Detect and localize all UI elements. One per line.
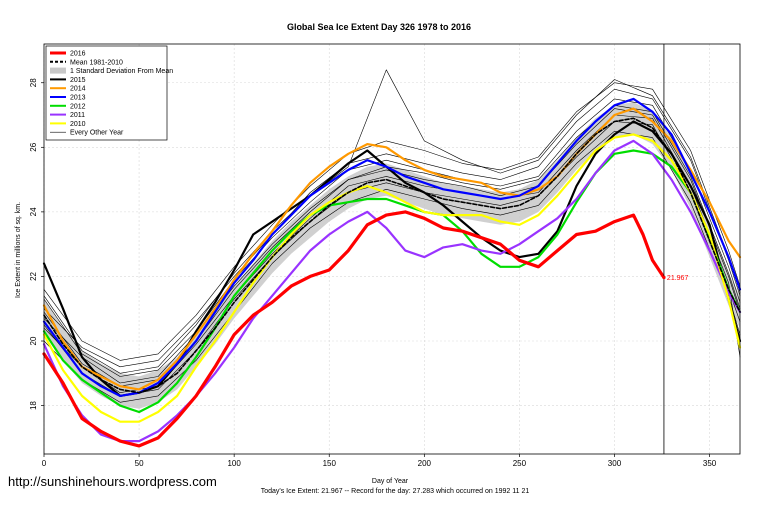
series-lines bbox=[42, 69, 742, 448]
current-value-label: 21.967 bbox=[667, 275, 689, 282]
grid-lines bbox=[43, 44, 740, 454]
legend-item: 2013 bbox=[50, 95, 86, 102]
legend-label: 2014 bbox=[70, 86, 86, 93]
y-tick-label: 18 bbox=[29, 401, 38, 410]
x-tick-label: 150 bbox=[323, 459, 337, 468]
plot-border bbox=[43, 43, 741, 455]
legend-item: Every Other Year bbox=[50, 130, 124, 137]
legend-label: 2016 bbox=[70, 51, 86, 58]
legend-label: 1 Standard Deviation From Mean bbox=[70, 68, 173, 75]
y-tick-label: 28 bbox=[29, 78, 38, 87]
legend-label: 2013 bbox=[70, 95, 86, 102]
y-tick-label: 20 bbox=[29, 336, 38, 345]
legend-item: 2016 bbox=[50, 51, 86, 58]
series-line-every-other-year-a bbox=[43, 98, 741, 377]
x-tick-label: 0 bbox=[42, 459, 47, 468]
legend-swatch bbox=[50, 67, 66, 74]
x-axis-label: Day of Year bbox=[372, 478, 409, 485]
legend-item: 2015 bbox=[50, 77, 86, 84]
x-tick-label: 300 bbox=[608, 459, 622, 468]
legend-item: 2010 bbox=[50, 121, 86, 128]
series-line-2015 bbox=[42, 120, 742, 397]
y-tick-label: 22 bbox=[29, 271, 38, 280]
legend-label: 2015 bbox=[70, 77, 86, 84]
current-value-marker bbox=[662, 275, 666, 280]
axis-ticks: 0 50 100 150 200 250 300 350 18 20 22 24 26 28 bbox=[29, 78, 717, 468]
legend-label: Mean 1981-2010 bbox=[70, 59, 123, 66]
series-line-every-other-year-g bbox=[43, 105, 741, 384]
plot-area: 0 50 100 150 200 250 300 350 18 20 22 24 26 28 21.967 bbox=[29, 43, 742, 468]
series-line-2014 bbox=[42, 107, 742, 391]
x-tick-label: 200 bbox=[418, 459, 432, 468]
watermark-url: http://sunshinehours.wordpress.com bbox=[8, 474, 217, 489]
legend-label: 2011 bbox=[70, 112, 85, 119]
legend-label: Every Other Year bbox=[70, 130, 124, 137]
legend-item: 2011 bbox=[50, 112, 85, 119]
x-tick-label: 250 bbox=[513, 459, 527, 468]
series-line-every-other-year-e bbox=[43, 130, 741, 403]
legend-item: 2012 bbox=[50, 103, 86, 110]
x-tick-label: 350 bbox=[703, 459, 717, 468]
series-line-2010 bbox=[42, 133, 742, 423]
series-line-every-other-year-d bbox=[43, 88, 741, 368]
legend-label: 2012 bbox=[70, 103, 86, 110]
x-tick-label: 50 bbox=[135, 459, 144, 468]
y-tick-label: 26 bbox=[29, 142, 38, 151]
chart-title: Global Sea Ice Extent Day 326 1978 to 20… bbox=[287, 22, 471, 32]
legend-box bbox=[45, 45, 168, 141]
legend-item: 1 Standard Deviation From Mean bbox=[50, 67, 173, 75]
x-tick-label: 100 bbox=[227, 459, 241, 468]
series-line-every-other-year-h bbox=[43, 69, 741, 374]
series-line-mean-1981-2010 bbox=[43, 117, 741, 394]
series-line-every-other-year-f bbox=[43, 82, 741, 361]
y-tick-label: 24 bbox=[29, 207, 38, 216]
series-line-2013 bbox=[42, 97, 742, 397]
series-line-2012 bbox=[42, 149, 742, 414]
footer-record-note: Today's Ice Extent: 21.967 -- Record for… bbox=[261, 488, 530, 495]
legend-item: Mean 1981-2010 bbox=[50, 59, 123, 66]
series-line-2011 bbox=[42, 139, 742, 443]
y-axis-label: Ice Extent in millions of sq. km. bbox=[15, 202, 22, 298]
legend-label: 2010 bbox=[70, 121, 86, 128]
legend-item: 2014 bbox=[50, 86, 86, 93]
series-line-2016 bbox=[42, 210, 666, 448]
